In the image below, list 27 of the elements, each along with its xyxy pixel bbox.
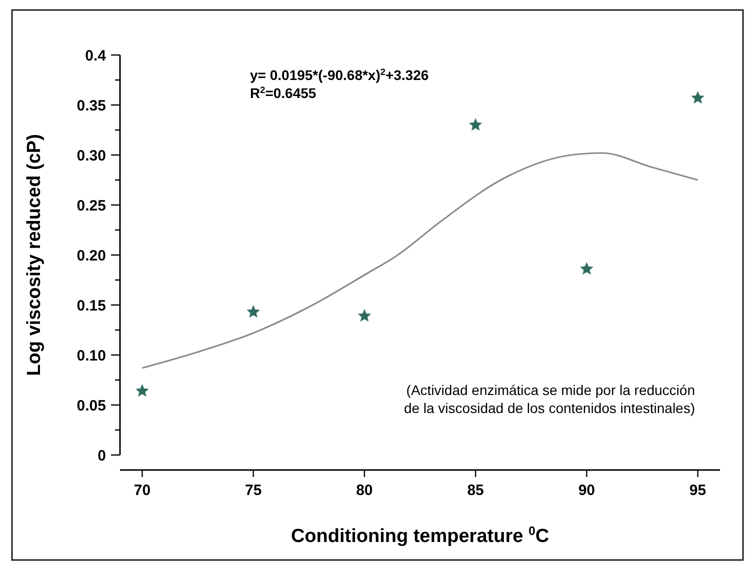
x-tick-label: 80 (356, 482, 373, 499)
point (358, 309, 372, 322)
point (468, 118, 482, 131)
y-tick-label: 0.20 (76, 247, 106, 264)
point (246, 305, 260, 318)
point (691, 91, 704, 104)
point (136, 384, 149, 397)
y-tick-label: 0.10 (76, 347, 106, 364)
y-tick-label: 0.25 (76, 197, 106, 214)
line-series (141, 152, 699, 369)
y-tick-label: 0.15 (76, 297, 106, 314)
point (580, 262, 594, 275)
x-tick-label: 85 (467, 482, 484, 499)
annotation: (Actividad enzimática se mide por la reducción de la viscosidad de los contenidos intestinales) (404, 382, 695, 416)
x-tick-label: 90 (578, 482, 596, 499)
annotation: y= 0.0195*(-90.68*x)$^{2}$+3.326 (250, 67, 429, 83)
x-tick-label: 75 (244, 482, 262, 499)
y-tick-label: 0 (98, 447, 106, 464)
x-axis-title: Conditioning temperature $^{0}$C (290, 524, 550, 547)
y-tick-label: 0.35 (76, 97, 106, 114)
y-tick-label: 0.05 (76, 397, 106, 414)
x-tick-label: 95 (689, 482, 706, 499)
y-tick-label: 0.4 (85, 47, 107, 64)
y-tick-label: 0.30 (76, 147, 106, 164)
y-axis-title: Log viscosity reduced (cP) (24, 134, 45, 376)
annotation: R$^{2}$=0.6455 (250, 85, 316, 101)
x-tick-label: 70 (134, 482, 151, 499)
